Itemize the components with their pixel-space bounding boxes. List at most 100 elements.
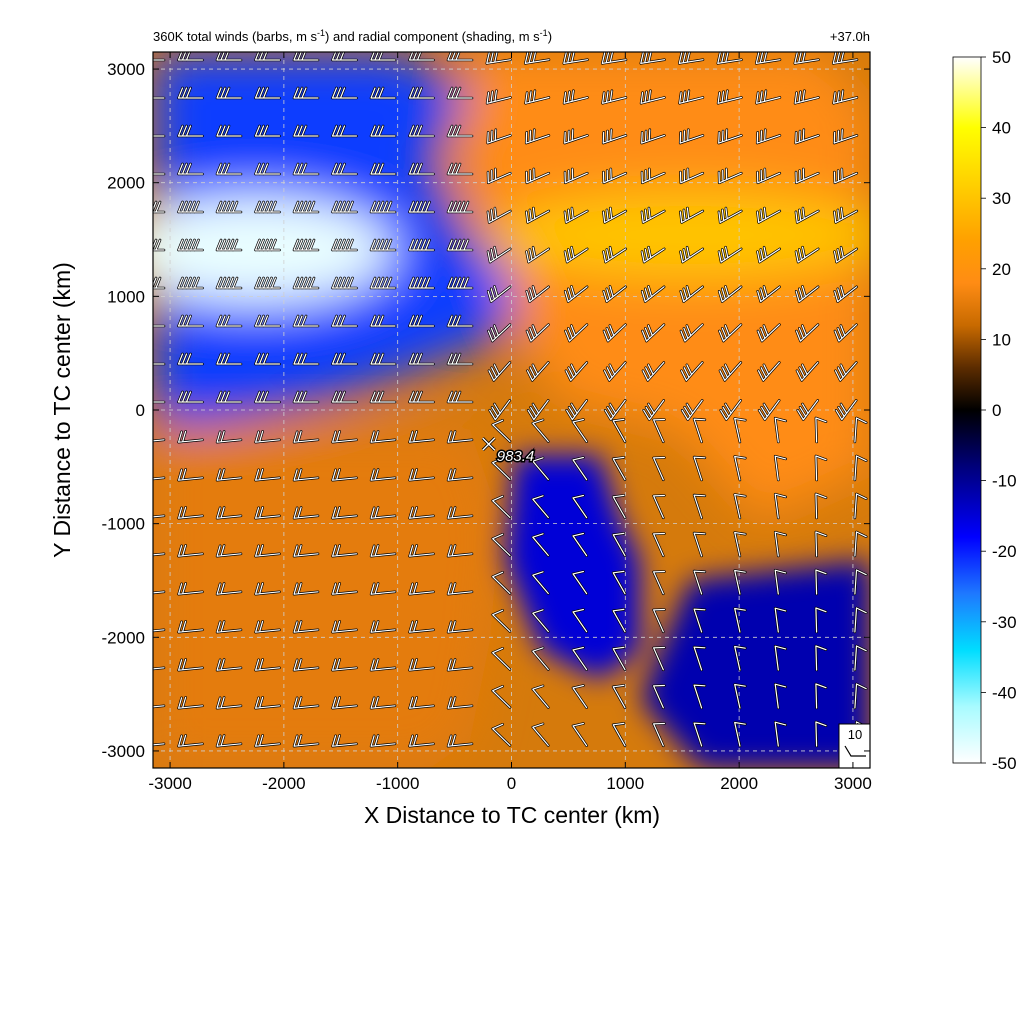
wind-barb: [756, 90, 781, 104]
wind-barb: [795, 207, 819, 224]
wind-barb: [532, 723, 549, 747]
wind-barb: [447, 163, 473, 175]
wind-barb: [216, 544, 242, 557]
wind-barb: [602, 129, 627, 144]
wind-barb: [216, 163, 242, 175]
wind-barb: [408, 52, 435, 61]
wind-barb: [370, 52, 396, 61]
wind-barb: [854, 683, 867, 709]
wind-barb: [408, 87, 435, 99]
wind-barb: [774, 645, 787, 671]
wind-barb: [447, 125, 473, 137]
colorbar-tick-label: -40: [992, 683, 1017, 702]
wind-barb: [293, 239, 319, 251]
wind-barb: [854, 569, 867, 595]
wind-barb: [409, 430, 435, 443]
wind-barb: [492, 419, 511, 442]
wind-barb: [680, 285, 704, 303]
wind-barb: [153, 515, 165, 518]
wind-barb: [572, 684, 588, 709]
wind-barb: [447, 658, 473, 671]
wind-barb: [332, 620, 358, 633]
wind-barb: [255, 696, 281, 709]
wind-barb: [177, 391, 204, 403]
wind-barb: [293, 353, 319, 365]
wind-barb: [565, 361, 588, 381]
wind-barb: [835, 399, 857, 421]
wind-barb: [254, 315, 281, 327]
wind-barb: [447, 201, 473, 213]
wind-barb: [331, 315, 358, 327]
wind-barb: [447, 696, 473, 709]
wind-barb: [254, 391, 281, 403]
wind-barb: [293, 734, 319, 747]
wind-barb: [734, 569, 746, 595]
y-tick-label: 1000: [107, 287, 145, 306]
wind-barb: [693, 570, 706, 595]
wind-barb: [492, 723, 511, 746]
wind-barb: [370, 544, 396, 557]
wind-barb: [255, 658, 281, 671]
x-tick-label: -1000: [376, 774, 419, 793]
wind-barb: [216, 430, 242, 443]
y-axis-label: Y Distance to TC center (km): [49, 262, 75, 558]
wind-barb: [815, 683, 827, 709]
wind-barb: [718, 285, 742, 303]
y-tick-label: -1000: [102, 515, 145, 534]
wind-barb: [612, 418, 626, 443]
wind-barb: [293, 506, 319, 519]
wind-barb: [492, 571, 511, 594]
wind-barb: [525, 168, 550, 184]
wind-barb: [693, 494, 706, 519]
wind-barb: [532, 533, 549, 557]
wind-barb: [331, 239, 358, 251]
wind-barb: [680, 324, 704, 342]
center-pressure-label: 983.4: [497, 448, 535, 465]
wind-barb: [612, 456, 626, 481]
colorbar-bar: [952, 56, 982, 764]
wind-barb: [177, 239, 204, 251]
wind-barb: [572, 570, 588, 595]
wind-barb: [177, 315, 204, 327]
wind-barb: [409, 620, 435, 633]
wind-barb: [774, 607, 787, 633]
wind-barb: [331, 391, 358, 403]
wind-barb: [447, 734, 473, 747]
wind-barb: [408, 163, 435, 175]
wind-barb: [525, 246, 550, 263]
wind-barb: [834, 324, 858, 342]
barb-legend: 10: [838, 723, 871, 769]
wind-barb: [834, 361, 857, 381]
wind-barb: [612, 608, 626, 633]
wind-barb: [572, 646, 588, 671]
wind-barb: [255, 430, 281, 443]
wind-barb: [254, 201, 281, 213]
wind-barb: [332, 430, 358, 443]
wind-barb: [641, 285, 665, 303]
wind-barb: [492, 495, 511, 518]
wind-barb: [177, 52, 204, 61]
wind-barb: [734, 721, 746, 747]
wind-barb: [293, 468, 319, 481]
wind-barb: [293, 87, 319, 99]
wind-barb: [177, 201, 204, 213]
wind-barb: [572, 532, 588, 557]
wind-barb: [408, 239, 435, 251]
plot-title: 360K total winds (barbs, m s-1) and radi…: [153, 28, 552, 44]
wind-barb: [603, 285, 627, 303]
wind-barb: [679, 207, 704, 224]
wind-barb: [653, 684, 665, 709]
wind-barb: [216, 201, 242, 213]
wind-barb: [216, 620, 242, 633]
wind-barb: [331, 52, 358, 61]
wind-barb: [734, 607, 746, 633]
wind-barb: [370, 468, 396, 481]
wind-barb: [370, 391, 396, 403]
wind-barb: [177, 125, 204, 137]
wind-barb: [370, 353, 396, 365]
wind-barb: [178, 468, 204, 481]
wind-barb: [408, 201, 435, 213]
y-tick-label: -3000: [102, 742, 145, 761]
